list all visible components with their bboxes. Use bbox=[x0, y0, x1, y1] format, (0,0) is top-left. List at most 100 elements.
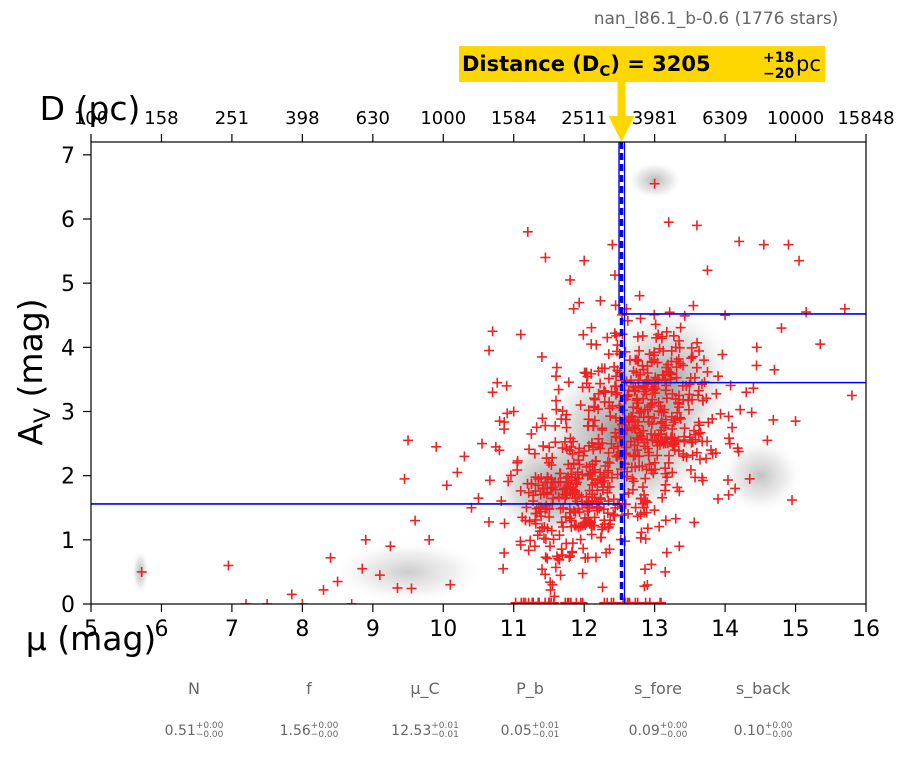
y-tick-label: 7 bbox=[61, 144, 75, 169]
data-point bbox=[697, 472, 708, 483]
data-point bbox=[357, 563, 368, 574]
param-minus: −0.00 bbox=[195, 730, 224, 740]
x-axis-label: μ (mag) bbox=[26, 619, 157, 658]
data-point bbox=[524, 444, 535, 455]
param-name: N bbox=[188, 679, 200, 698]
data-point bbox=[621, 376, 632, 387]
param-minus: −0.00 bbox=[764, 730, 793, 740]
data-point bbox=[597, 438, 608, 449]
top-tick-label: 15848 bbox=[837, 108, 894, 129]
x-tick-label: 16 bbox=[852, 617, 880, 642]
data-point bbox=[769, 364, 780, 375]
data-point bbox=[660, 566, 671, 577]
data-point bbox=[675, 322, 686, 333]
data-point bbox=[575, 534, 586, 545]
data-point bbox=[473, 493, 484, 504]
data-point bbox=[505, 470, 516, 481]
data-point bbox=[410, 515, 421, 526]
y-axis-ticks: 0 1 2 3 4 5 6 7 bbox=[61, 144, 91, 618]
data-point bbox=[644, 447, 655, 458]
data-point bbox=[783, 239, 794, 250]
param-value: 12.53 bbox=[391, 723, 432, 739]
data-point bbox=[723, 411, 734, 422]
param-name: s_back bbox=[735, 679, 791, 698]
data-point bbox=[531, 503, 542, 514]
data-point bbox=[635, 313, 646, 324]
data-point bbox=[634, 407, 645, 418]
data-point bbox=[553, 477, 564, 488]
data-point bbox=[654, 440, 665, 451]
data-point bbox=[590, 456, 601, 467]
data-point bbox=[241, 599, 251, 604]
top-tick-label: 10000 bbox=[767, 108, 824, 129]
top-tick-label: 2511 bbox=[561, 108, 607, 129]
data-point bbox=[632, 331, 643, 342]
data-point bbox=[758, 239, 769, 250]
data-point bbox=[602, 482, 613, 493]
data-point bbox=[547, 482, 558, 493]
data-point bbox=[557, 406, 568, 417]
data-point bbox=[548, 493, 559, 504]
data-point bbox=[503, 476, 514, 487]
data-point bbox=[325, 552, 336, 563]
data-point bbox=[502, 408, 513, 419]
data-point bbox=[801, 307, 812, 318]
data-point bbox=[484, 345, 495, 356]
data-point bbox=[587, 479, 598, 490]
top-axis-ticks: 100 158 251 398 630 1000 1584 2511 3981 6309 10000… bbox=[74, 108, 895, 142]
data-point bbox=[667, 423, 678, 434]
data-point bbox=[640, 564, 651, 575]
data-point bbox=[588, 421, 599, 432]
data-point bbox=[565, 486, 576, 497]
x-tick-label: 13 bbox=[641, 617, 669, 642]
data-point bbox=[686, 342, 697, 353]
param-name: s_fore bbox=[634, 679, 682, 698]
data-point bbox=[694, 345, 705, 356]
data-point bbox=[634, 290, 645, 301]
param-value: 1.56 bbox=[279, 723, 311, 739]
data-point bbox=[604, 519, 615, 530]
param-plus: +0.00 bbox=[764, 721, 793, 731]
data-point bbox=[554, 530, 565, 541]
data-point bbox=[628, 402, 639, 413]
data-point bbox=[574, 297, 585, 308]
data-point bbox=[589, 415, 600, 426]
data-point bbox=[695, 427, 706, 438]
param-minus: −0.01 bbox=[431, 730, 459, 740]
data-point bbox=[598, 504, 609, 515]
data-point bbox=[687, 450, 698, 461]
data-point bbox=[545, 541, 556, 552]
arrow-shaft bbox=[617, 82, 626, 118]
distance-err-plus: +18 bbox=[763, 50, 794, 66]
data-point bbox=[602, 457, 613, 468]
data-point bbox=[529, 541, 540, 552]
data-point bbox=[634, 345, 645, 356]
data-point bbox=[531, 422, 542, 433]
data-point bbox=[637, 482, 648, 493]
data-point bbox=[547, 579, 558, 590]
data-point bbox=[515, 329, 526, 340]
data-point bbox=[647, 394, 658, 405]
data-point bbox=[550, 437, 561, 448]
data-point bbox=[553, 492, 564, 503]
data-point bbox=[713, 493, 724, 504]
data-point bbox=[642, 434, 653, 445]
data-point bbox=[715, 408, 726, 419]
data-point bbox=[595, 295, 606, 306]
data-point bbox=[580, 520, 591, 531]
data-point bbox=[578, 518, 589, 529]
data-point bbox=[589, 464, 600, 475]
data-point bbox=[776, 323, 787, 334]
distance-annotation: Distance (DC) = 3205 +18 −20 pc bbox=[459, 46, 825, 142]
param-plus: +0.00 bbox=[195, 721, 224, 731]
data-point bbox=[630, 415, 641, 426]
data-point bbox=[360, 534, 371, 545]
data-point bbox=[762, 435, 773, 446]
data-point bbox=[597, 423, 608, 434]
data-point bbox=[694, 454, 705, 465]
data-point bbox=[625, 436, 636, 447]
x-tick-label: 15 bbox=[782, 617, 810, 642]
x-tick-label: 7 bbox=[225, 617, 239, 642]
data-point bbox=[573, 522, 584, 533]
data-point bbox=[692, 337, 703, 348]
